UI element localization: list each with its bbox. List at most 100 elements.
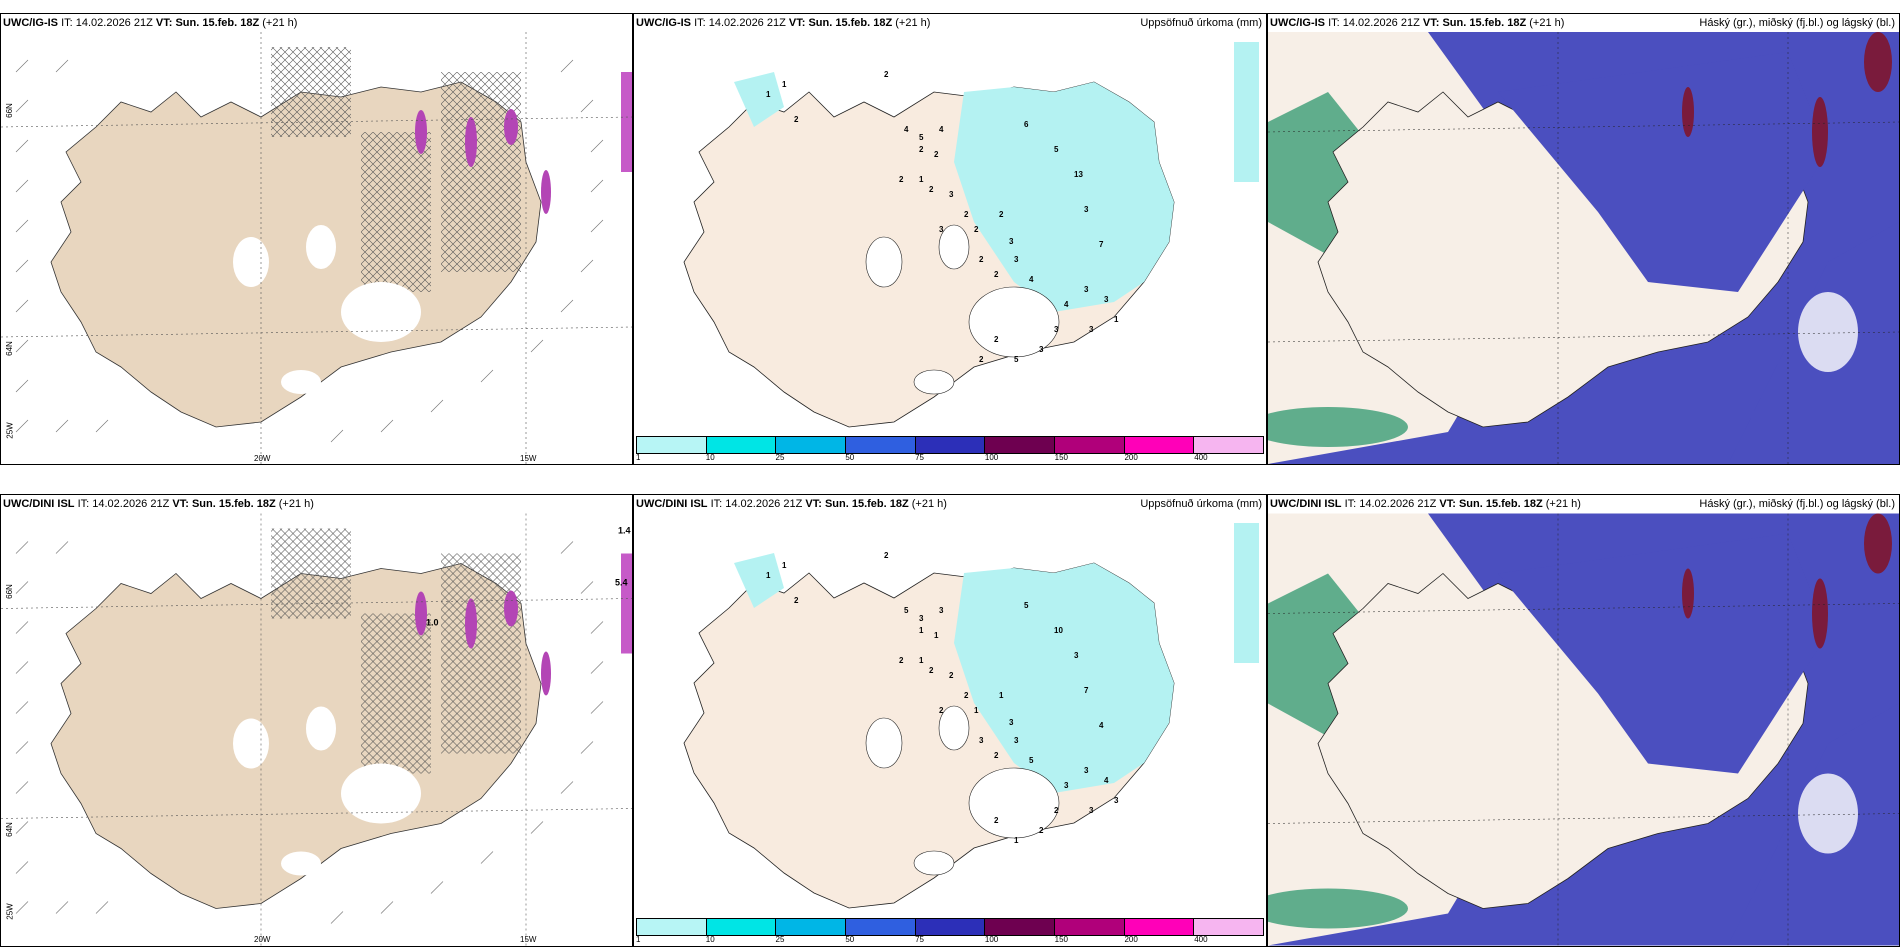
precip-value-label: 3: [1084, 285, 1089, 294]
precip-value-label: 2: [899, 175, 904, 184]
precip-value-label: 2: [929, 666, 934, 675]
panel-title: UWC/DINI ISL IT: 14.02.2026 21Z VT: Sun.…: [3, 498, 314, 510]
panel-right-title: Háský (gr.), miðský (fj.bl.) og lágský (…: [1699, 498, 1895, 510]
precip-value-label: 2: [939, 706, 944, 715]
precip-value-label: 2: [884, 70, 889, 79]
panel-title: UWC/DINI ISL IT: 14.02.2026 21Z VT: Sun.…: [1270, 498, 1581, 510]
precip-value-label: 7: [1084, 686, 1089, 695]
legend-label: 100: [984, 935, 999, 944]
legend-segment: [776, 919, 847, 935]
legend-segment: [706, 919, 777, 935]
legend-bar: [636, 436, 1264, 454]
legend-segment: [776, 437, 847, 453]
legend-segment: [1194, 919, 1264, 935]
precip-value-label: 1: [782, 561, 787, 570]
precip-value-label: 3: [1014, 736, 1019, 745]
panel-right-title: Uppsöfnuð úrkoma (mm): [1140, 498, 1262, 510]
precip-value-label: 5: [919, 133, 924, 142]
legend-label: 200: [1124, 935, 1138, 944]
precip-value-label: 2: [964, 691, 969, 700]
wind-panel-row1: UWC/IG-IS IT: 14.02.2026 21Z VT: Sun. 15…: [0, 13, 633, 465]
legend-segment: [915, 437, 986, 453]
precip-value-label: 4: [1029, 275, 1034, 284]
precip-value-label: 3: [949, 190, 954, 199]
legend-label: 50: [845, 453, 855, 462]
precip-value-label: 3: [1009, 718, 1014, 727]
legend-segment: [1055, 919, 1125, 935]
cloud-map: [1268, 513, 1899, 946]
lon-label-15: 15W: [520, 454, 537, 463]
precip-value-label: 3: [939, 225, 944, 234]
precip-value-label: 1: [782, 80, 787, 89]
precip-value-label: 2: [794, 115, 799, 124]
cloud-panel-row2: UWC/DINI ISL IT: 14.02.2026 21Z VT: Sun.…: [1267, 494, 1900, 947]
precip-value-label: 2: [994, 270, 999, 279]
precip-value-label: 3: [919, 614, 924, 623]
precip-value-label: 1: [766, 90, 771, 99]
legend-label: 10: [705, 453, 715, 462]
legend-label: 100: [984, 453, 999, 462]
precip-value-label: 2: [979, 355, 984, 364]
legend-segment: [637, 437, 707, 453]
precip-value-label: 3: [1114, 796, 1119, 805]
legend-label: 25: [775, 935, 785, 944]
precip-value-label: 1: [919, 656, 924, 665]
legend-segment: [846, 437, 916, 453]
lat-label-64: 64N: [4, 341, 14, 356]
legend-label: 1: [636, 935, 641, 944]
precip-value-label: 13: [1074, 170, 1083, 179]
lon-label-20: 20W: [254, 935, 271, 944]
precip-value-label: 5: [904, 606, 909, 615]
lat-label-66: 66N: [4, 584, 14, 599]
precip-value-label: 2: [1054, 806, 1059, 815]
legend-segment: [915, 919, 986, 935]
precip-value-label: 3: [979, 736, 984, 745]
precip-value-label: 3: [1084, 205, 1089, 214]
precip-value-label: 1: [766, 571, 771, 580]
precip-value-label: 4: [1064, 300, 1069, 309]
legend-label: 75: [915, 453, 925, 462]
legend-segment: [1194, 437, 1264, 453]
legend-segment: [637, 919, 707, 935]
legend-label: 1: [636, 453, 641, 462]
precip-value-label: 4: [904, 125, 909, 134]
precip-legend: 1 10 25 50 75 100 150 200 400: [634, 918, 1266, 946]
panel-title: UWC/DINI ISL IT: 14.02.2026 21Z VT: Sun.…: [636, 498, 947, 510]
precip-value-label: 2: [884, 551, 889, 560]
precip-value-label: 7: [1099, 240, 1104, 249]
precip-value-label: 3: [1014, 255, 1019, 264]
lon-label-15: 15W: [520, 935, 537, 944]
precip-value-label: 2: [994, 816, 999, 825]
wind-max-label: 1.4: [618, 526, 631, 536]
precip-value-label: 1: [934, 631, 939, 640]
precip-value-label: 6: [1024, 120, 1029, 129]
legend-bar: [636, 918, 1264, 936]
precip-value-label: 2: [994, 751, 999, 760]
precip-value-label: 1: [1114, 315, 1119, 324]
precip-value-label: 1: [999, 691, 1004, 700]
legend-segment: [1055, 437, 1125, 453]
precip-value-label: 1: [974, 706, 979, 715]
wind-max-label: 1.0: [426, 618, 439, 628]
precip-value-label: 2: [949, 671, 954, 680]
legend-label: 25: [775, 453, 785, 462]
precip-value-label: 2: [794, 596, 799, 605]
legend-label: 10: [705, 935, 715, 944]
panel-title: UWC/IG-IS IT: 14.02.2026 21Z VT: Sun. 15…: [3, 17, 298, 29]
precip-value-label: 2: [929, 185, 934, 194]
wind-max-label: 5.4: [615, 578, 628, 588]
precip-value-label: 3: [1074, 651, 1079, 660]
legend-label: 400: [1194, 935, 1208, 944]
precip-value-label: 5: [1054, 145, 1059, 154]
panel-title: UWC/IG-IS IT: 14.02.2026 21Z VT: Sun. 15…: [1270, 17, 1565, 29]
precip-panel-row2: UWC/DINI ISL IT: 14.02.2026 21Z VT: Sun.…: [633, 494, 1267, 947]
panel-right-title: Uppsöfnuð úrkoma (mm): [1140, 17, 1262, 29]
precip-value-label: 3: [1089, 806, 1094, 815]
precip-value-label: 3: [1089, 325, 1094, 334]
legend-label: 150: [1054, 935, 1069, 944]
lat-label-66: 66N: [4, 103, 14, 118]
wind-panel-row2: UWC/DINI ISL IT: 14.02.2026 21Z VT: Sun.…: [0, 494, 633, 947]
legend-label: 400: [1194, 453, 1208, 462]
